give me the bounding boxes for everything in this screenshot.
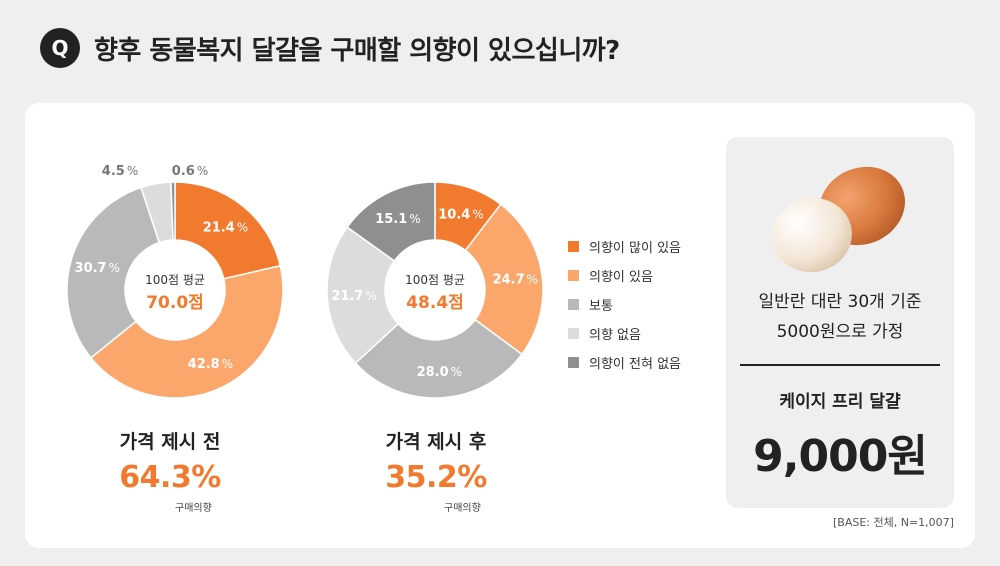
slice-value-label: 28.0% [417, 365, 462, 380]
donut-chart-before-price: 21.4 % 42.8 % 30.7 % 4.5% 0.6 % 100점 평균 70.0점 [66, 164, 284, 399]
slice-value-label: 24.7% [492, 273, 537, 288]
legend-label: 보통 [589, 299, 613, 314]
purchase-intent-value: 64.3% [119, 460, 221, 495]
divider [740, 364, 940, 366]
assumption-line-1: 일반란 대란 30개 기준 [758, 292, 922, 312]
legend-swatch [568, 357, 579, 368]
slice-value-label: 0.6% [172, 164, 208, 179]
center-label: 100점 평균 [405, 273, 465, 287]
slice-value-label: 30.7% [75, 261, 120, 276]
caption-after-price: 가격 제시 후 35.2% 구매의향 [316, 427, 556, 514]
slice-value-label: 42.8% [188, 357, 233, 372]
legend-label: 의향이 있음 [589, 270, 653, 285]
slice-value-label: 10.4% [438, 207, 483, 222]
purchase-intent-note: 구매의향 [175, 503, 212, 514]
legend-item: 의향 없음 [568, 319, 681, 348]
center-average-value: 70.0점 [146, 293, 204, 313]
donut-slice [174, 181, 282, 280]
legend-item: 의향이 전혀 없음 [568, 348, 681, 377]
price-assumption-box: 일반란 대란 30개 기준 5000원으로 가정 케이지 프리 달걀 9,000… [726, 137, 954, 508]
center-label: 100점 평균 [145, 273, 205, 287]
question-header: Q 향후 동물복지 달걀을 구매할 의향이 있으십니까? [40, 24, 620, 72]
price-assumption-text: 일반란 대란 30개 기준 5000원으로 가정 [726, 287, 954, 347]
donut-slice [170, 181, 176, 241]
donut-hole [126, 241, 224, 339]
legend-swatch [568, 270, 579, 281]
slice-value-label: 4.5% [102, 164, 138, 179]
donut-hole [386, 241, 484, 339]
donut-slice [464, 203, 544, 356]
center-average-value: 48.4점 [406, 293, 464, 313]
legend-label: 의향이 전혀 없음 [589, 357, 681, 372]
legend-item: 보통 [568, 290, 681, 319]
donut-slice [89, 264, 284, 399]
legend-swatch [568, 328, 579, 339]
cage-free-label: 케이지 프리 달걀 [779, 392, 901, 412]
question-title: 향후 동물복지 달걀을 구매할 의향이 있으십니까? [94, 35, 620, 66]
legend-label: 의향이 많이 있음 [589, 241, 681, 256]
slice-value-label: 15.1% [375, 212, 420, 227]
caption-title: 가격 제시 전 [119, 431, 221, 453]
purchase-intent-note: 구매의향 [444, 503, 481, 514]
base-note: [BASE: 전체, N=1,007] [833, 516, 954, 529]
donut-slice [354, 318, 523, 399]
legend-item: 의향이 많이 있음 [568, 232, 681, 261]
eggs-icon [772, 166, 905, 273]
assumption-line-2: 5000원으로 가정 [776, 322, 904, 342]
legend-label: 의향 없음 [589, 328, 641, 343]
caption-title: 가격 제시 후 [385, 431, 487, 453]
slice-value-label: 21.7% [331, 289, 376, 304]
donut-slice [346, 181, 436, 262]
donut-slice [66, 186, 161, 359]
legend-swatch [568, 299, 579, 310]
slice-value-label: 21.4% [203, 221, 248, 236]
cage-free-price: 9,000원 [753, 431, 928, 482]
donut-chart-after-price: 10.4 % 24.7 % 28.0 % 21.7 % 15.1 % 100점 평균 48.4점 [326, 181, 544, 399]
purchase-intent-value: 35.2% [385, 460, 487, 495]
question-badge: Q [40, 28, 80, 68]
caption-before-price: 가격 제시 전 64.3% 구매의향 [50, 427, 290, 514]
donut-slice [326, 226, 400, 365]
legend-item: 의향이 있음 [568, 261, 681, 290]
chart-legend: 의향이 많이 있음 의향이 있음 보통 의향 없음 의향이 전혀 없음 [568, 232, 681, 377]
legend-swatch [568, 241, 579, 252]
